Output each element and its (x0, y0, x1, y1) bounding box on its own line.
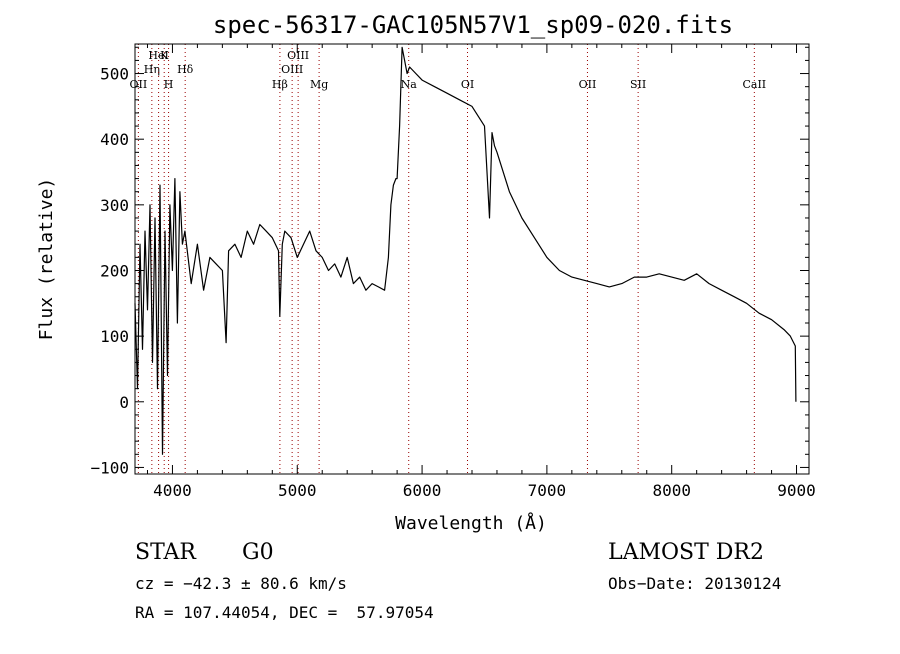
y-tick-label-1: 0 (119, 393, 129, 412)
y-tick-label-2: 100 (100, 327, 129, 346)
x-tick-label-1: 5000 (278, 481, 317, 500)
line-marker-label-7: OIII (281, 63, 303, 76)
line-marker-label-2: HeI (148, 49, 168, 62)
line-marker-label-11: OI (461, 78, 474, 91)
line-marker-label-0: OII (130, 78, 148, 91)
x-axis: 4000 5000 6000 7000 8000 9000 (146, 44, 816, 500)
object-class: STAR (135, 540, 196, 565)
line-marker-label-14: CaII (742, 78, 766, 91)
y-axis-label: Flux (relative) (36, 178, 57, 341)
y-tick-label-3: 200 (100, 261, 129, 280)
plot-frame (134, 43, 810, 475)
line-marker-label-8: OIII (287, 49, 309, 62)
line-marker-label-6: Hβ (272, 78, 288, 91)
line-marker-label-12: OII (579, 78, 597, 91)
redshift-text: cz = −42.3 ± 80.6 km/s (135, 574, 347, 593)
line-marker-label-10: Na (401, 78, 418, 91)
line-marker-label-1: Hη (144, 63, 160, 76)
x-tick-label-0: 4000 (153, 481, 192, 500)
x-tick-label-5: 9000 (777, 481, 816, 500)
x-tick-label-4: 8000 (652, 481, 691, 500)
line-marker-label-13: SII (630, 78, 646, 91)
y-tick-label-5: 400 (100, 130, 129, 149)
survey-name: LAMOST DR2 (608, 540, 764, 565)
spectral-subclass: G0 (242, 540, 274, 565)
y-tick-label-6: 500 (100, 65, 129, 84)
y-axis: −100 0 100 200 300 400 500 (90, 46, 809, 477)
obs-date-text: Obs−Date: 20130124 (608, 574, 782, 593)
chart-title: spec-56317-GAC105N57V1_sp09-020.fits (213, 11, 733, 39)
y-tick-label-4: 300 (100, 196, 129, 215)
x-axis-label: Wavelength (Å) (395, 512, 547, 534)
line-marker-label-5: Hδ (177, 63, 194, 76)
y-tick-label-0: −100 (90, 458, 129, 477)
line-marker-label-3: K (160, 49, 169, 62)
series-layer (134, 46, 797, 455)
line-marker-label-9: Mg (310, 78, 328, 91)
line-marker-label-4: H (164, 78, 174, 91)
spectrum-line-0 (134, 46, 797, 455)
x-tick-label-3: 7000 (528, 481, 567, 500)
coordinates-text: RA = 107.44054, DEC = 57.97054 (135, 603, 434, 622)
x-tick-label-2: 6000 (403, 481, 442, 500)
